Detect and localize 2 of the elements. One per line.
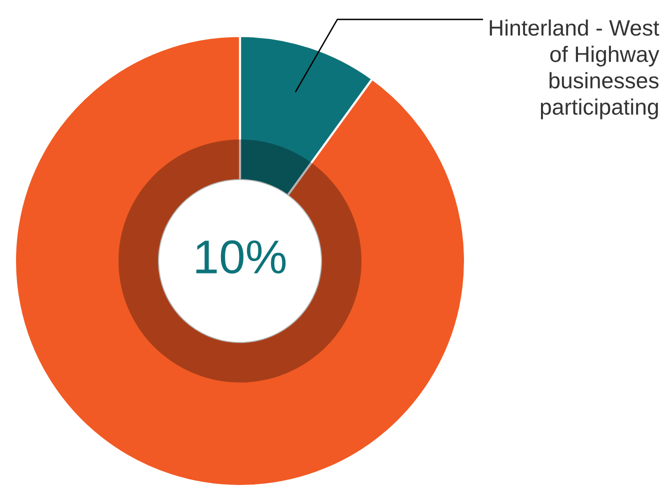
slice-label: Hinterland - West of Highway businesses participating	[490, 19, 660, 120]
text: 10%	[196, 240, 286, 274]
